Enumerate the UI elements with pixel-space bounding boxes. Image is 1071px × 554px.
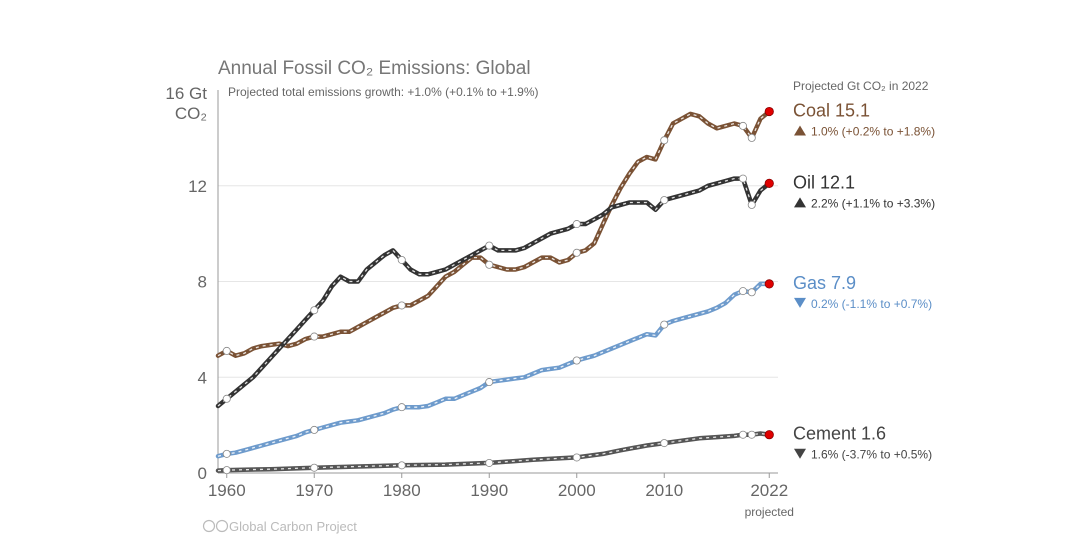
series-line-oil bbox=[215, 176, 772, 409]
decade-point bbox=[747, 288, 756, 297]
series-gas bbox=[215, 279, 774, 459]
series-dash-coal bbox=[217, 110, 770, 357]
decade-point bbox=[397, 301, 406, 310]
decade-point bbox=[739, 430, 748, 439]
decade-point bbox=[747, 200, 756, 209]
y-tick-label: 4 bbox=[198, 368, 207, 387]
cc-icon bbox=[202, 519, 229, 533]
decade-point bbox=[747, 133, 756, 142]
label-cement: Cement 1.6 1.6% (-3.7% to +0.5%) bbox=[793, 424, 932, 462]
decade-point bbox=[660, 196, 669, 205]
side-heading: Projected Gt CO₂ in 2022 bbox=[793, 79, 929, 93]
series-oil bbox=[215, 174, 774, 409]
y-ticks: 0 4 8 12 bbox=[188, 177, 207, 483]
decade-point bbox=[310, 332, 319, 341]
decade-point bbox=[310, 306, 319, 315]
series-change-gas: 0.2% (-1.1% to +0.7%) bbox=[811, 297, 932, 311]
series-label-coal: Coal 15.1 bbox=[793, 101, 870, 121]
series-line-cement bbox=[215, 431, 772, 473]
decade-point bbox=[222, 449, 231, 458]
decade-point bbox=[660, 136, 669, 145]
decade-point bbox=[660, 439, 669, 448]
y-unit-label-co2: CO₂ bbox=[175, 104, 207, 123]
projection-point bbox=[764, 279, 774, 289]
series-label-cement: Cement 1.6 bbox=[793, 424, 886, 444]
credit: Global Carbon Project bbox=[229, 519, 357, 534]
series-label-oil: Oil 12.1 bbox=[793, 172, 855, 192]
x-tick-label: 2010 bbox=[645, 481, 683, 500]
gridlines bbox=[218, 185, 778, 378]
decade-point bbox=[485, 241, 494, 250]
y-tick-label: 12 bbox=[188, 177, 207, 196]
decade-point bbox=[222, 466, 231, 475]
series-dash-gas bbox=[217, 283, 770, 457]
decade-point bbox=[397, 403, 406, 412]
series-dash-cement bbox=[217, 432, 770, 472]
series-line-gas bbox=[215, 281, 772, 459]
decade-point bbox=[739, 287, 748, 296]
decade-point bbox=[222, 346, 231, 355]
series-change-cement: 1.6% (-3.7% to +0.5%) bbox=[811, 448, 932, 462]
decade-point bbox=[739, 121, 748, 130]
series-cement bbox=[215, 430, 774, 475]
x-tick-label: 2000 bbox=[558, 481, 596, 500]
triangle-up-icon bbox=[794, 125, 806, 136]
decade-point bbox=[572, 356, 581, 365]
label-oil: Oil 12.1 2.2% (+1.1% to +3.3%) bbox=[793, 172, 935, 210]
projection-point bbox=[764, 178, 774, 188]
x-ticks: 1960 1970 1980 1990 2000 2010 2022 projected bbox=[208, 473, 794, 519]
label-gas: Gas 7.9 0.2% (-1.1% to +0.7%) bbox=[793, 273, 932, 311]
series-dash-oil bbox=[217, 177, 770, 407]
decade-point bbox=[397, 461, 406, 470]
y-tick-label: 8 bbox=[198, 273, 207, 292]
series-coal bbox=[215, 106, 774, 358]
y-tick-label: 0 bbox=[198, 464, 207, 483]
decade-point bbox=[572, 453, 581, 462]
decade-point bbox=[660, 320, 669, 329]
decade-point bbox=[747, 430, 756, 439]
triangle-down-icon bbox=[794, 297, 806, 308]
label-coal: Coal 15.1 1.0% (+0.2% to +1.8%) bbox=[793, 101, 935, 139]
triangle-up-icon bbox=[794, 197, 806, 208]
x-tick-label: 1960 bbox=[208, 481, 246, 500]
chart-title: Annual Fossil CO₂ Emissions: Global bbox=[218, 58, 531, 79]
projection-point bbox=[764, 106, 774, 117]
decade-point bbox=[485, 458, 494, 467]
axes bbox=[217, 90, 778, 474]
series-layer bbox=[215, 106, 774, 475]
x-tick-label: 1990 bbox=[470, 481, 508, 500]
decade-point bbox=[739, 174, 748, 183]
x-tick-label: 1970 bbox=[295, 481, 333, 500]
decade-point bbox=[222, 394, 231, 403]
decade-point bbox=[310, 425, 319, 434]
x-tick-label: 2022 bbox=[750, 481, 788, 500]
decade-point bbox=[485, 378, 494, 387]
decade-point bbox=[572, 220, 581, 229]
chart-subtitle: Projected total emissions growth: +1.0% … bbox=[228, 85, 539, 99]
decade-point bbox=[310, 463, 319, 472]
series-label-gas: Gas 7.9 bbox=[793, 273, 856, 293]
series-labels: Coal 15.1 1.0% (+0.2% to +1.8%) Oil 12.1 2.… bbox=[793, 101, 935, 462]
x-tick-note: projected bbox=[745, 505, 794, 519]
series-change-oil: 2.2% (+1.1% to +3.3%) bbox=[811, 196, 935, 210]
decade-point bbox=[397, 255, 406, 264]
decade-point bbox=[572, 248, 581, 257]
decade-point bbox=[485, 260, 494, 269]
triangle-down-icon bbox=[794, 448, 806, 459]
series-change-coal: 1.0% (+0.2% to +1.8%) bbox=[811, 125, 935, 139]
y-unit-label: 16 Gt bbox=[165, 84, 207, 103]
projection-point bbox=[764, 430, 774, 440]
x-tick-label: 1980 bbox=[383, 481, 421, 500]
